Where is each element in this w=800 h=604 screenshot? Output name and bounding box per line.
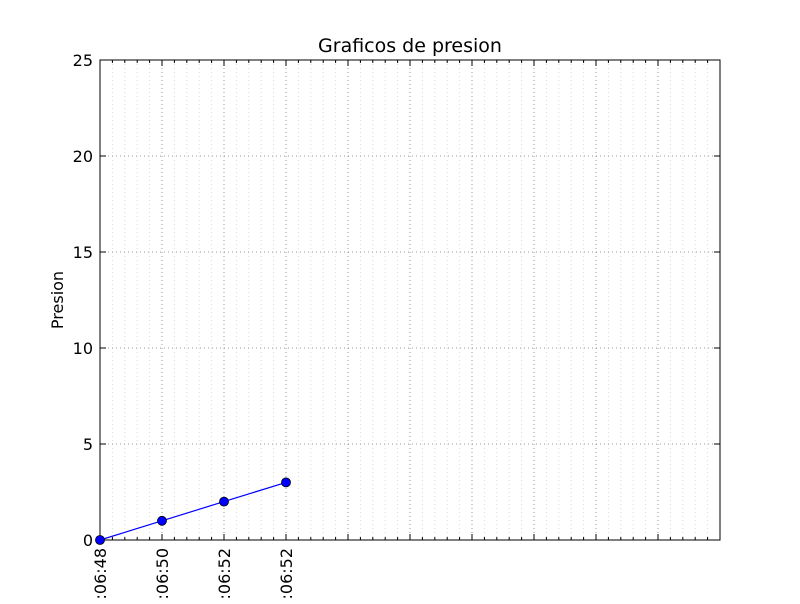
tick-labels: 0 5 10 15 20 25 :06:48 :06:50 :06:52 :06:52: [73, 51, 296, 600]
data-point-marker: [281, 477, 291, 488]
x-tick-label: :06:52: [277, 548, 296, 600]
y-tick-label: 20: [73, 147, 93, 166]
x-tick-label: :06:52: [215, 548, 234, 600]
chart-title: Graficos de presion: [318, 35, 502, 57]
y-tick-label: 25: [73, 51, 93, 70]
y-axis-label: Presion: [48, 271, 67, 329]
x-tick-label: :06:50: [153, 548, 172, 600]
series-line: [99, 481, 287, 541]
data-point-marker: [157, 515, 167, 526]
data-point-marker: [219, 496, 229, 507]
x-tick-label: :06:48: [91, 548, 110, 600]
y-tick-label: 15: [73, 243, 93, 262]
y-tick-label: 0: [83, 531, 93, 550]
y-tick-label: 10: [73, 339, 93, 358]
y-tick-label: 5: [83, 435, 93, 454]
data-point-marker: [95, 535, 105, 545]
series-layer: [95, 477, 291, 545]
axes: [99, 59, 721, 541]
grid-lines: [100, 60, 720, 540]
